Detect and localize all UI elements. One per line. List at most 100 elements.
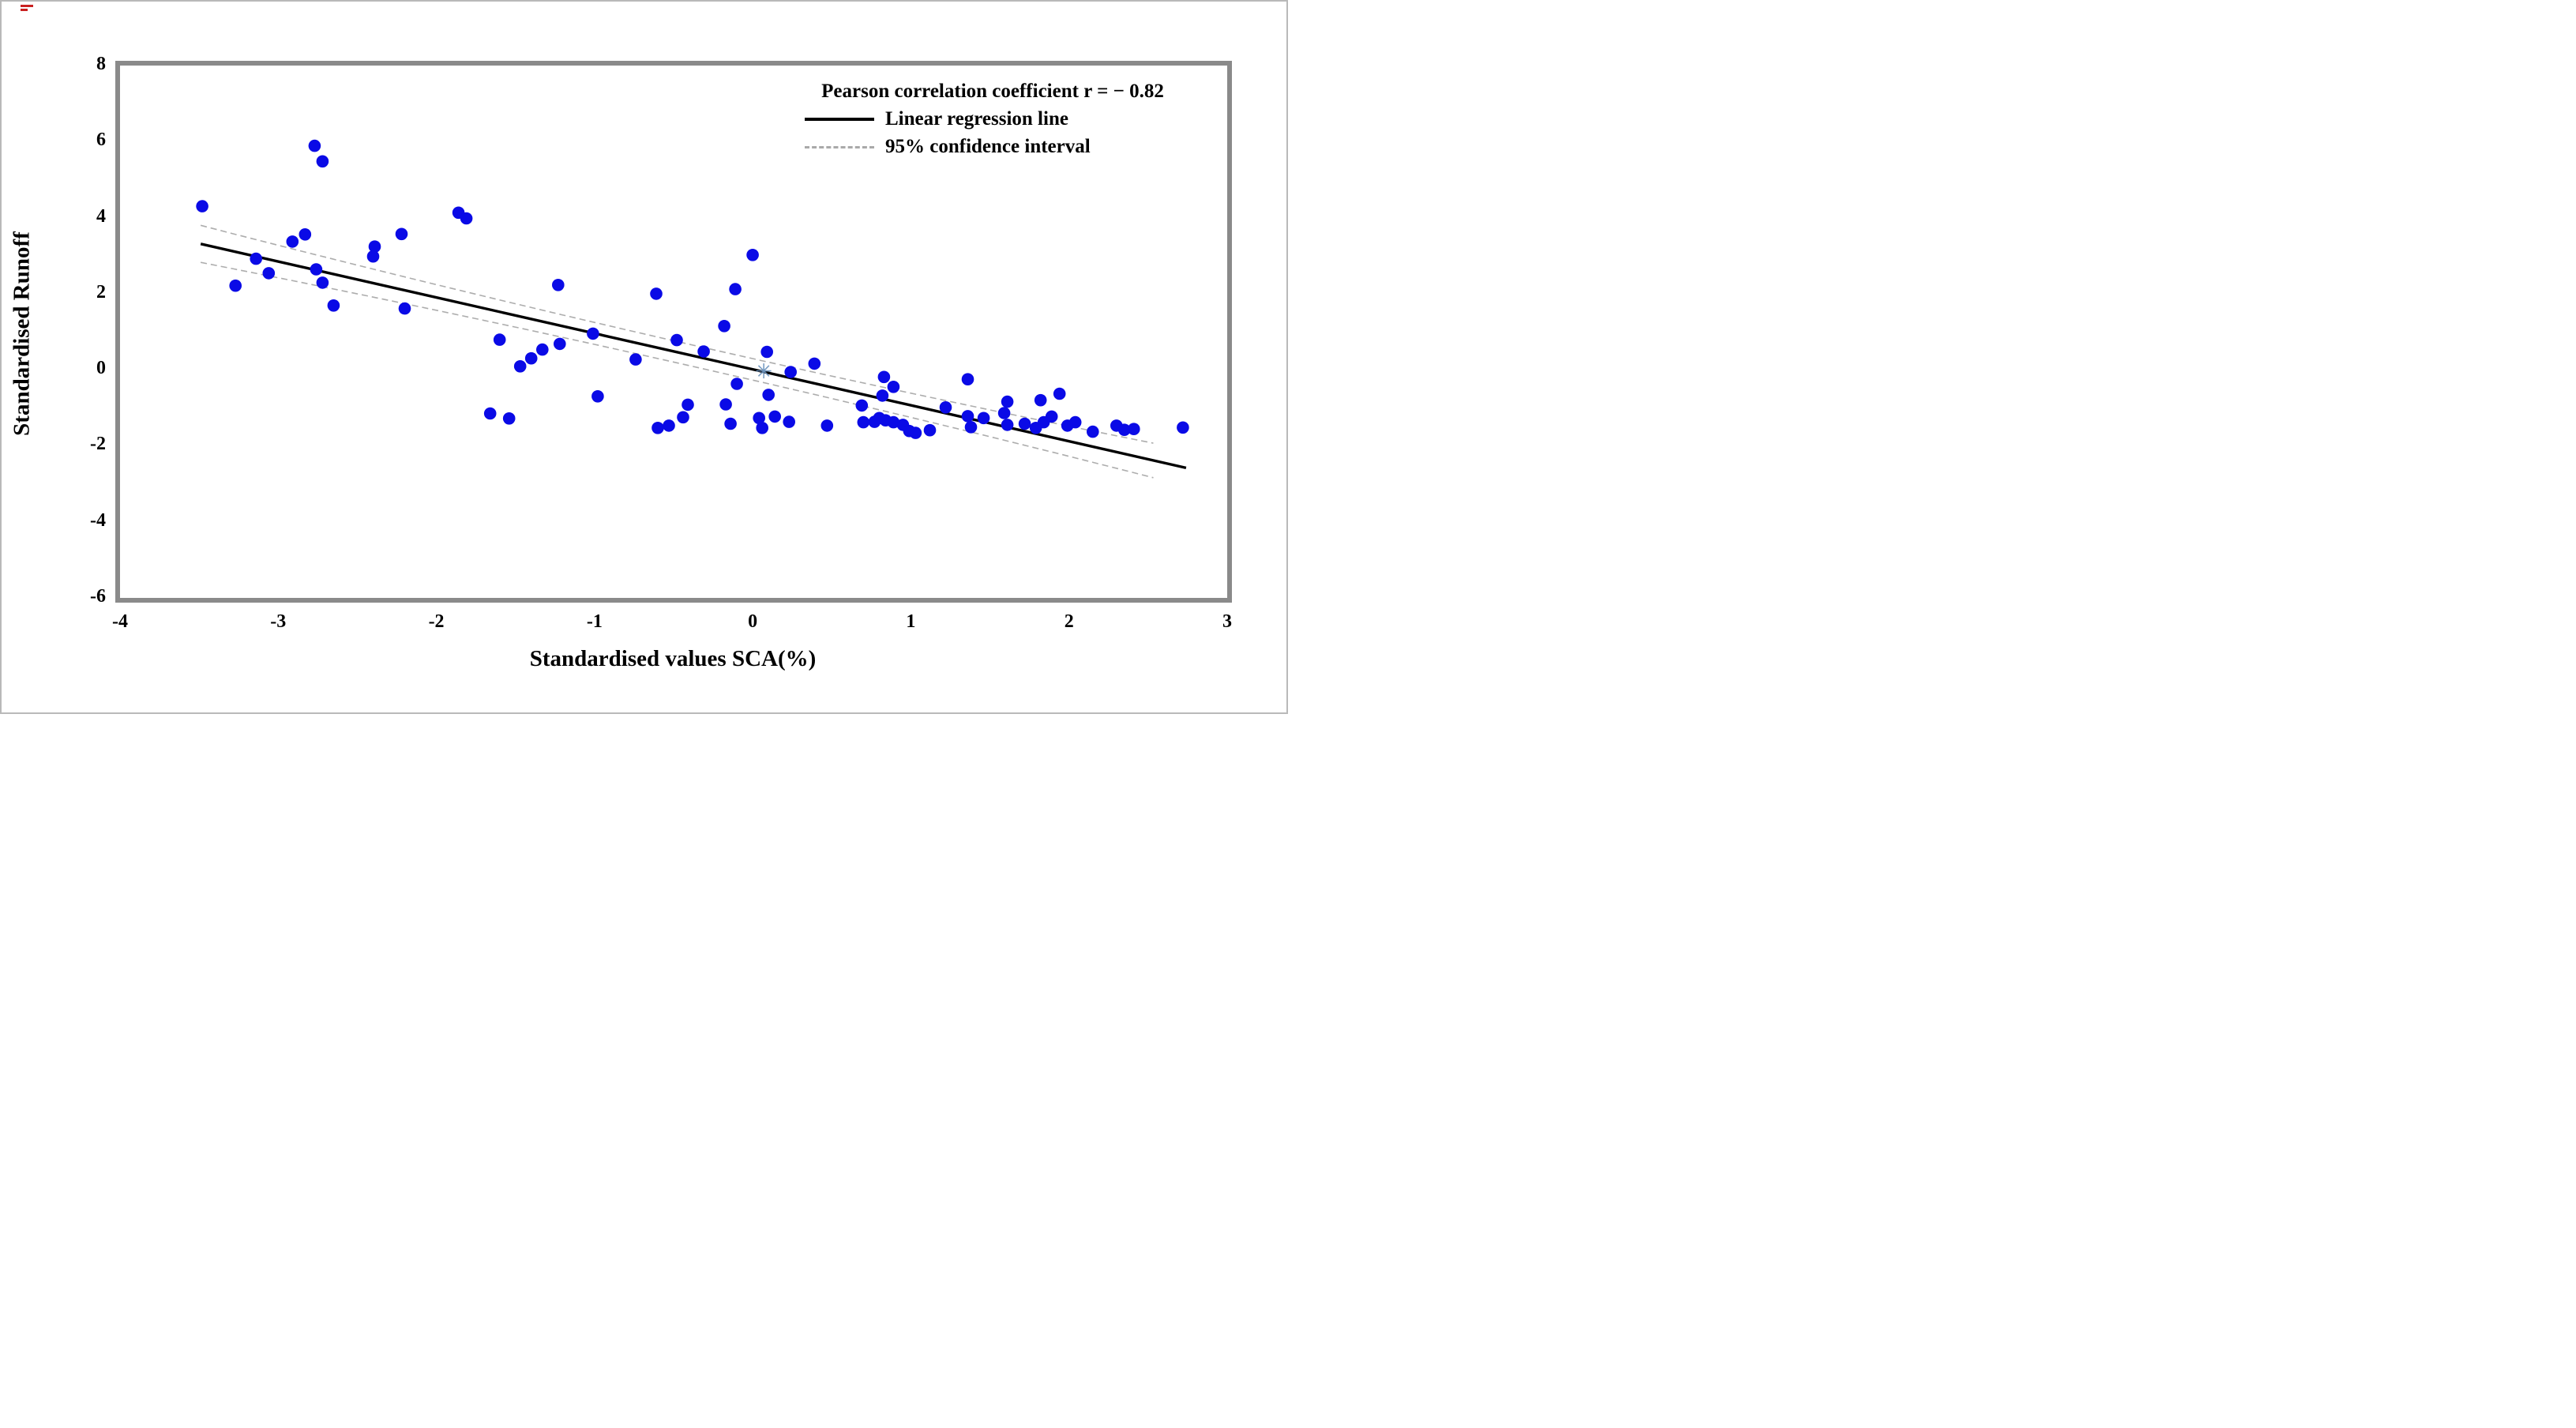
x-tick-label: -1 — [586, 611, 603, 632]
data-point — [1018, 417, 1031, 430]
data-point — [762, 389, 775, 401]
data-point — [677, 411, 689, 424]
data-point — [250, 252, 263, 265]
data-point — [923, 423, 937, 437]
data-point — [1118, 423, 1131, 436]
scatter-chart — [115, 61, 1232, 603]
data-point — [299, 228, 312, 241]
data-point — [1001, 395, 1014, 408]
data-point — [460, 212, 473, 225]
data-point — [964, 421, 978, 434]
figure: Standardised Runoff Standardised values … — [0, 0, 1288, 714]
crop-artifact-mark — [21, 3, 33, 11]
data-point — [1128, 423, 1140, 435]
y-tick-label: 4 — [96, 205, 106, 227]
data-point — [730, 378, 743, 390]
ci-dashed-line-sample-icon — [805, 145, 874, 148]
data-point — [857, 415, 870, 429]
y-tick-label: 8 — [96, 54, 106, 74]
data-point — [682, 398, 694, 411]
legend-row-ci: 95% confidence interval — [805, 136, 1230, 158]
star-marker-icon — [757, 365, 770, 377]
data-point — [746, 249, 759, 261]
x-tick-label: 0 — [748, 611, 758, 632]
legend-ci-label: 95% confidence interval — [885, 136, 1091, 157]
data-point — [820, 419, 834, 432]
data-point — [196, 200, 208, 212]
data-point — [808, 357, 821, 370]
data-point — [308, 139, 321, 152]
data-point — [768, 410, 781, 423]
data-point — [887, 381, 900, 393]
data-point — [493, 333, 506, 346]
plot-frame — [115, 61, 1232, 603]
ci-lower-line — [200, 261, 1154, 479]
data-point — [756, 422, 768, 434]
data-point — [1045, 410, 1058, 423]
data-point — [286, 235, 299, 248]
regression-line-sample-icon — [805, 118, 874, 121]
data-point — [229, 279, 242, 292]
y-tick-label: 0 — [96, 358, 106, 379]
data-point — [670, 333, 683, 347]
data-point — [395, 227, 408, 241]
data-point — [724, 417, 737, 430]
data-point — [753, 411, 765, 425]
data-point — [536, 343, 549, 356]
y-tick-label: -4 — [90, 509, 106, 531]
data-point — [524, 351, 538, 365]
data-point — [719, 398, 732, 411]
data-point — [718, 320, 730, 333]
ci-upper-line — [200, 224, 1154, 444]
data-point — [552, 279, 565, 291]
x-axis-title: Standardised values SCA(%) — [529, 646, 817, 671]
legend: Pearson correlation coefficient r = − 0.… — [756, 81, 1230, 158]
data-point — [629, 353, 642, 366]
data-point — [554, 337, 566, 351]
data-point — [977, 411, 990, 425]
data-point — [855, 399, 869, 412]
data-point — [327, 299, 340, 312]
data-point — [997, 407, 1011, 419]
x-tick-label: 3 — [1222, 611, 1232, 632]
data-point — [784, 366, 797, 378]
data-point — [1053, 387, 1066, 400]
x-tick-label: 2 — [1064, 611, 1074, 632]
data-point — [961, 373, 974, 386]
data-point — [760, 345, 773, 359]
data-point — [368, 240, 381, 254]
y-tick-label: -6 — [90, 586, 106, 607]
data-point — [587, 327, 599, 340]
data-point — [1068, 415, 1082, 429]
legend-row-regression: Linear regression line — [805, 108, 1230, 130]
data-point — [783, 415, 795, 428]
legend-pearson-text: Pearson correlation coefficient r = − 0.… — [821, 81, 1164, 102]
data-point — [1177, 421, 1189, 434]
data-point — [316, 155, 329, 168]
y-tick-label: 6 — [96, 130, 106, 151]
data-point — [262, 267, 276, 280]
data-point — [502, 412, 516, 425]
data-point — [1087, 425, 1099, 438]
data-point — [697, 345, 710, 358]
x-tick-label: -2 — [428, 611, 445, 632]
x-tick-label: 1 — [906, 611, 916, 632]
y-axis-title: Standardised Runoff — [9, 231, 35, 436]
regression-line — [200, 242, 1187, 470]
data-point — [310, 263, 323, 276]
data-point — [939, 401, 952, 414]
data-point — [1001, 419, 1014, 431]
data-point — [316, 276, 329, 289]
data-point — [663, 419, 675, 432]
data-point — [909, 427, 922, 439]
data-point — [591, 390, 604, 403]
data-point — [961, 410, 974, 423]
data-point — [1034, 393, 1047, 407]
data-point — [887, 415, 900, 429]
data-point — [650, 287, 663, 300]
y-tick-label: -2 — [90, 434, 106, 455]
data-point — [483, 407, 497, 420]
x-tick-label: -3 — [270, 611, 287, 632]
y-tick-label: 2 — [96, 281, 106, 303]
legend-line-label: Linear regression line — [885, 108, 1068, 130]
